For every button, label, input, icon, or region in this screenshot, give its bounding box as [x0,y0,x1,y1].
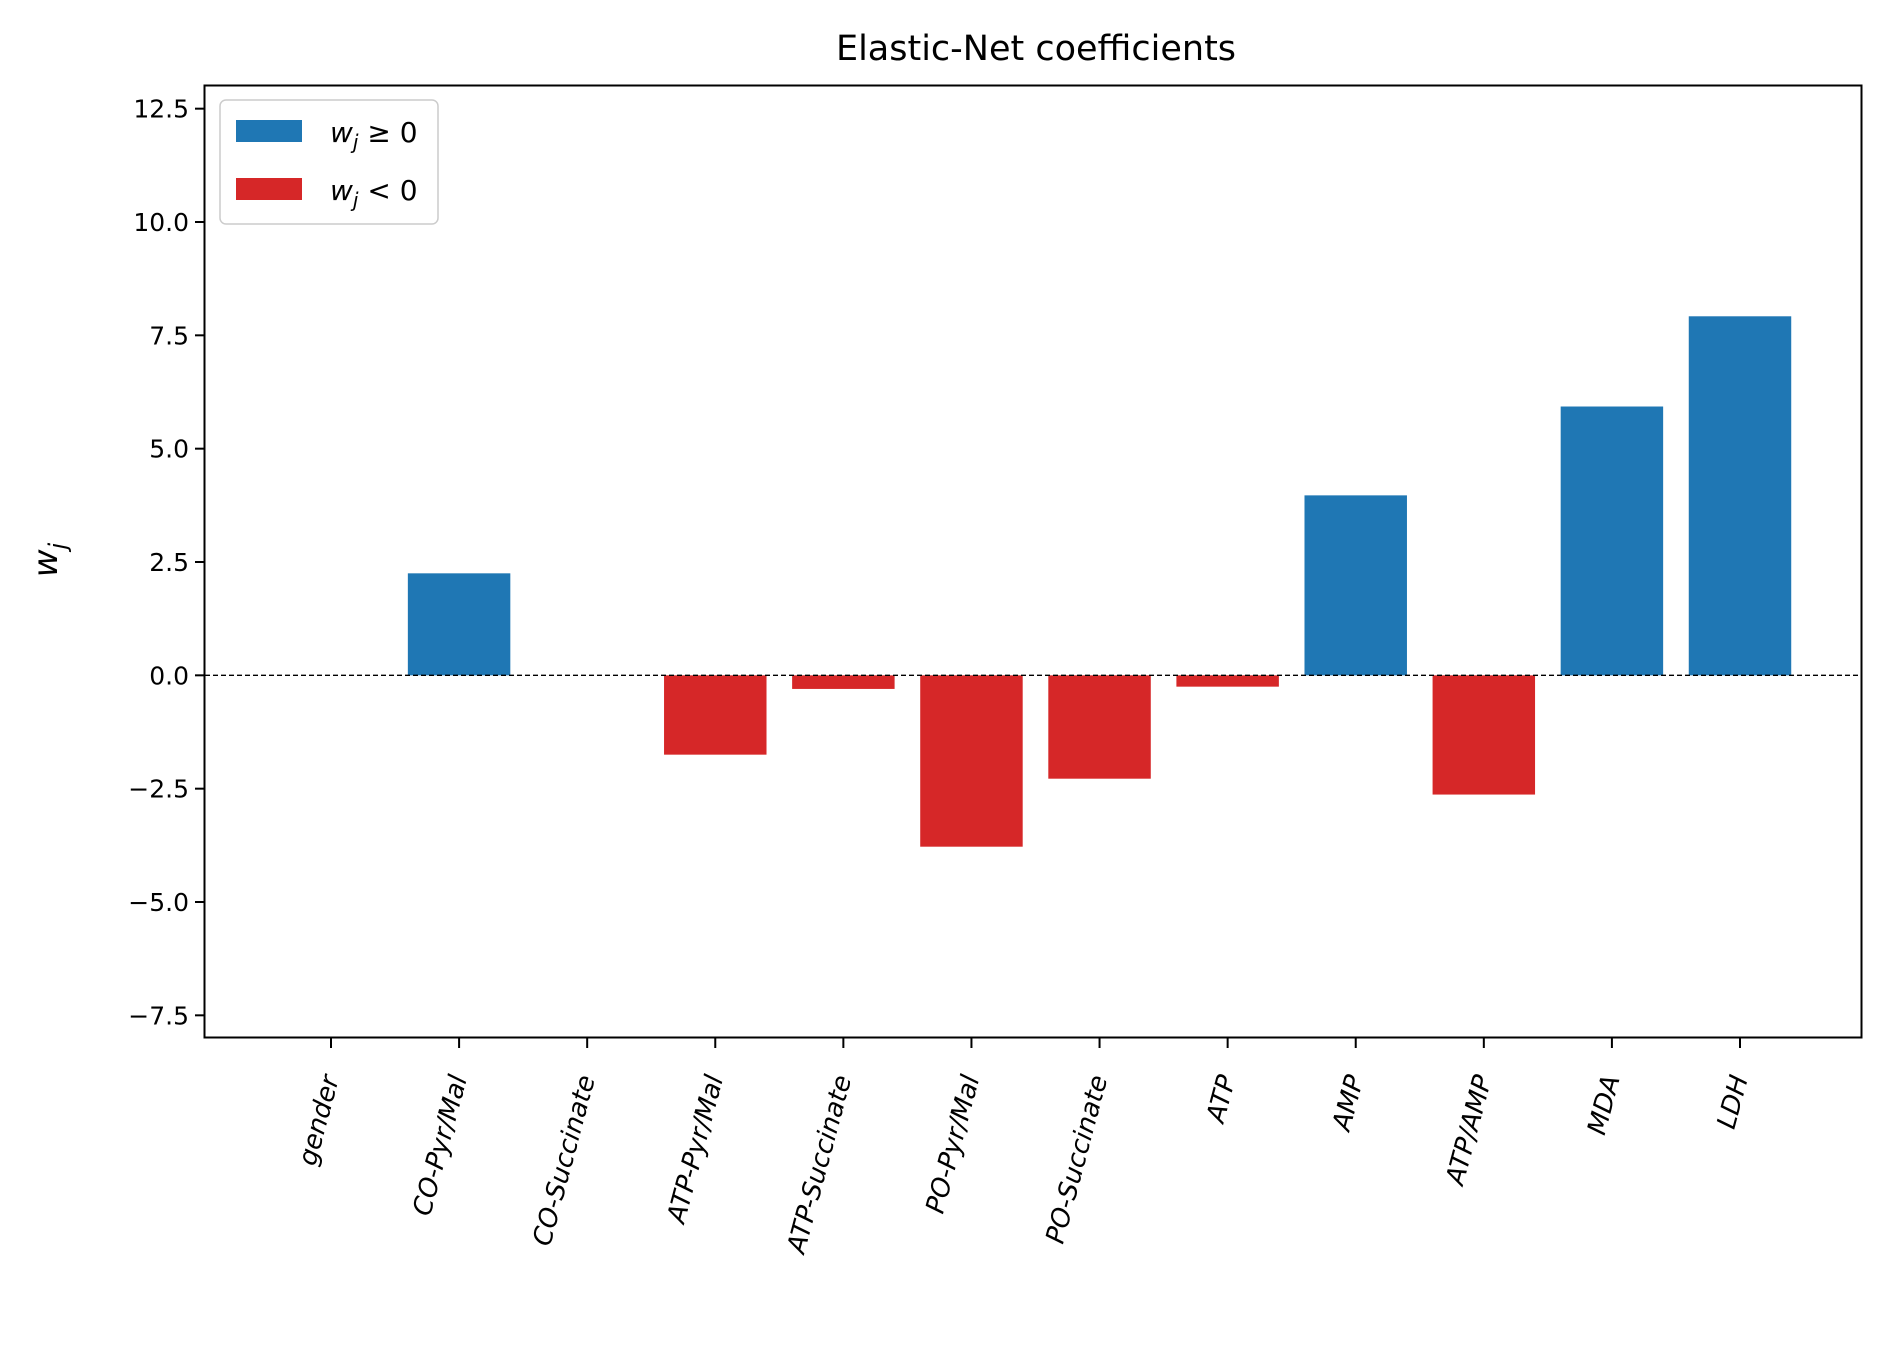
y-axis-label: wj [26,542,72,577]
legend: wj ≥ 0 wj < 0 [219,99,439,225]
y-tick-label: −5.0 [128,888,189,917]
legend-label: wj < 0 [330,174,418,212]
y-tick-label: 12.5 [133,95,189,124]
bar-co-pyr-mal [407,573,511,676]
bars [407,316,1792,847]
y-tick-label: 10.0 [133,208,189,237]
bar-atp-succinate [792,675,895,689]
y-tick-label: 5.0 [149,435,189,464]
svg-text:wj: wj [26,542,72,577]
y-tick-label: 7.5 [149,321,189,350]
chart-title: Elastic-Net coefficients [836,29,1236,69]
bar-atp-amp [1432,675,1536,795]
y-tick-label: 2.5 [149,548,189,577]
legend-label: wj ≥ 0 [330,116,418,154]
y-tick-label: 0.0 [149,661,189,690]
y-axis-label-subscript: j [44,542,72,552]
bar-ldh [1688,316,1792,676]
bar-amp [1304,495,1407,676]
y-tick-label: −7.5 [128,1001,189,1030]
bar-po-pyr-mal [920,675,1023,847]
legend-swatch [236,120,302,142]
y-axis-label-symbol: w [26,549,66,577]
bar-mda [1560,406,1664,676]
legend-swatch [236,178,302,200]
bar-atp-pyr-mal [664,675,767,755]
bar-po-succinate [1048,675,1151,779]
plot-frame [203,84,1863,1039]
bar-atp [1176,675,1279,687]
y-tick-label: −2.5 [128,775,189,804]
y-ticks: −7.5 −5.0 −2.5 0.0 2.5 5.0 7.5 10.0 12.5 [128,95,205,1030]
